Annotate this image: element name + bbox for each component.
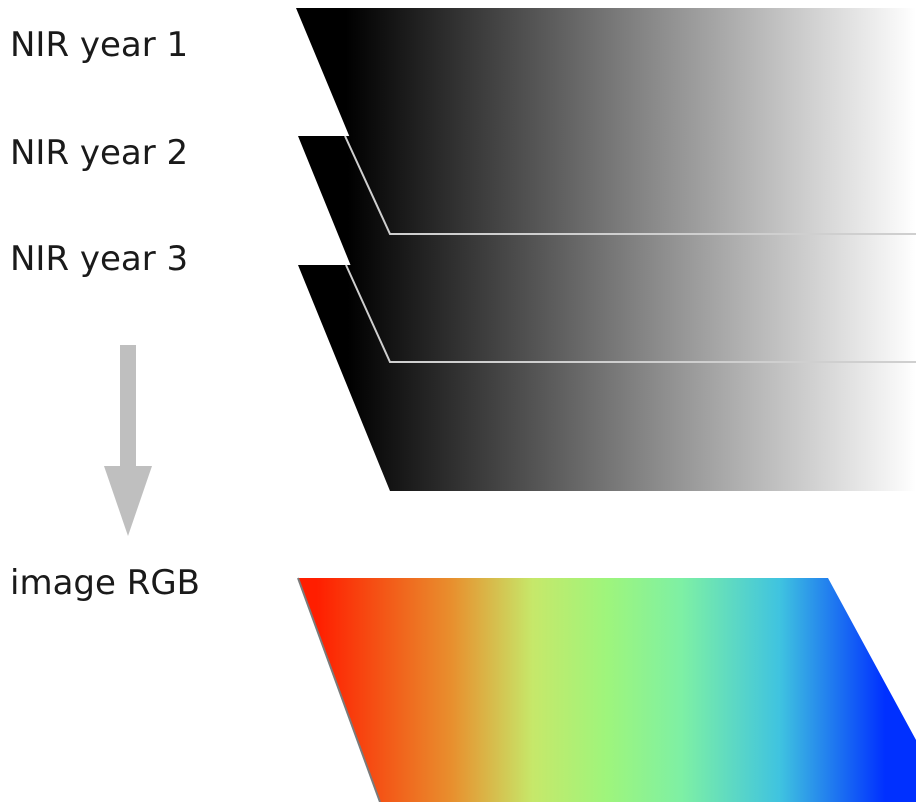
nir-layer-1-edge: [344, 135, 916, 235]
label-image-rgb: image RGB: [10, 563, 201, 603]
rgb-image-sheet: [298, 578, 916, 802]
nir-layer-1: [296, 8, 916, 235]
label-nir-year-1: NIR year 1: [10, 25, 189, 65]
rgb-image-left-edge: [297, 577, 381, 802]
rgb-image: [297, 577, 916, 802]
down-arrow-head: [104, 466, 152, 536]
down-arrow-shaft: [120, 345, 136, 469]
label-nir-year-3: NIR year 3: [10, 239, 189, 279]
label-nir-year-2: NIR year 2: [10, 133, 189, 173]
nir-layer-1-sheet: [296, 8, 916, 234]
down-arrow-icon: [104, 345, 152, 536]
nir-layer-2-edge: [345, 264, 916, 363]
